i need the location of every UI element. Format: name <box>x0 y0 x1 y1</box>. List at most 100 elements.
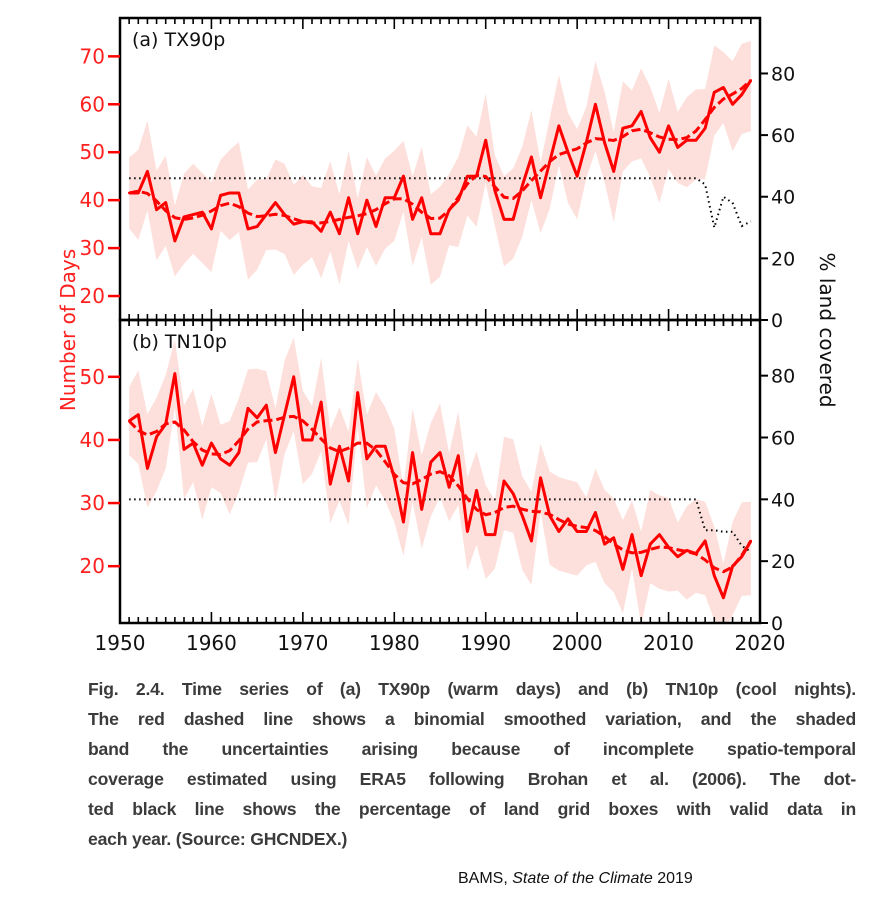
data-point <box>191 213 195 216</box>
data-point <box>347 196 350 199</box>
y-tick-label: 60 <box>80 92 105 116</box>
data-point <box>274 201 277 204</box>
data-point <box>127 419 131 423</box>
uncertainty-band <box>129 337 751 623</box>
data-point <box>182 448 186 451</box>
data-point <box>228 191 231 195</box>
data-point <box>146 467 149 470</box>
data-point <box>566 151 570 154</box>
data-point <box>246 407 250 410</box>
data-point <box>694 552 698 555</box>
data-point <box>612 170 615 173</box>
data-point <box>137 413 140 416</box>
data-point <box>521 184 524 187</box>
data-point <box>548 160 551 164</box>
plot-area <box>127 337 753 623</box>
data-point <box>713 574 716 577</box>
data-point <box>356 391 359 394</box>
data-point <box>292 222 295 226</box>
data-point <box>310 220 314 223</box>
data-point <box>740 93 743 96</box>
data-point <box>575 174 579 178</box>
data-point <box>155 435 158 438</box>
data-point <box>283 213 286 216</box>
data-point <box>621 568 625 571</box>
data-point <box>210 227 213 231</box>
data-point <box>511 492 515 495</box>
attribution-title: State of the Climate <box>512 870 653 887</box>
data-point <box>137 191 140 195</box>
attribution-year: 2019 <box>652 870 693 887</box>
y-axis-title: Number of Days <box>56 249 80 411</box>
panel-tx90p: 20 30 40 50 60 70 0 20 40 60 80 (a) TX90p <box>80 16 795 332</box>
y-tick-label: 50 <box>80 365 105 389</box>
data-point <box>667 124 670 128</box>
data-point <box>146 170 149 173</box>
data-point <box>338 445 341 448</box>
data-point <box>676 146 679 149</box>
data-point <box>713 91 716 94</box>
caption-line: each year. (Source: GHCNDEX.) <box>88 829 348 849</box>
data-point <box>703 539 707 543</box>
data-point <box>383 445 387 448</box>
coverage-dotted-line <box>129 177 752 228</box>
x-tick-label: 1990 <box>460 631 511 655</box>
y-tick-label: 40 <box>80 428 105 452</box>
data-point <box>301 220 305 223</box>
data-point <box>575 530 579 533</box>
data-point <box>329 482 332 486</box>
data-point <box>457 454 460 457</box>
attribution: BAMS, State of the Climate 2019 <box>458 870 693 888</box>
figure-caption: Fig. 2.4. Time series of (a) TX90p (warm… <box>88 674 856 854</box>
caption-line: Fig. 2.4. Time series of (a) TX90p (warm… <box>88 679 856 699</box>
y-tick-label: 20 <box>80 554 105 578</box>
data-point <box>164 201 167 204</box>
data-point <box>612 536 615 539</box>
coverage-dotted-line <box>129 498 752 553</box>
data-point <box>585 530 588 533</box>
data-point <box>420 508 423 511</box>
y-tick-label: 50 <box>80 140 105 164</box>
data-point <box>210 441 213 445</box>
y-tick-label: 70 <box>80 44 105 68</box>
data-point <box>127 191 131 195</box>
data-point <box>237 191 241 195</box>
data-point <box>457 198 460 202</box>
data-point <box>274 451 277 454</box>
data-point <box>201 210 204 214</box>
data-point <box>365 457 369 461</box>
data-point <box>676 555 679 558</box>
data-point <box>722 596 725 599</box>
smoothed-dashed-line <box>128 414 753 574</box>
data-point <box>484 533 487 536</box>
data-point <box>566 517 570 521</box>
y2-tick-label: 60 <box>771 125 795 147</box>
data-point <box>329 210 332 214</box>
caption-line: band the uncertainties arising because o… <box>88 739 856 759</box>
data-point <box>228 463 231 467</box>
x-tick-label: 2000 <box>552 631 603 655</box>
data-point <box>411 451 414 454</box>
data-point <box>511 218 515 221</box>
data-point <box>310 438 314 442</box>
y-tick-label: 40 <box>80 188 105 212</box>
x-tick-label: 2020 <box>735 631 786 655</box>
data-point <box>740 555 743 558</box>
data-point <box>466 174 469 178</box>
data-point <box>493 533 497 536</box>
caption-line: ted black line shows the percentage of l… <box>88 799 856 819</box>
data-point <box>658 151 661 154</box>
panel-label: (b) TN10p <box>132 331 227 353</box>
data-point <box>402 520 405 524</box>
y2-tick-label: 40 <box>771 489 795 511</box>
panel-tn10p: 20 30 40 50 0 20 40 60 80 (b) TN10p <box>80 318 795 635</box>
y2-tick-label: 80 <box>771 63 795 85</box>
data-point <box>502 218 506 221</box>
data-point <box>411 218 414 221</box>
data-point <box>502 479 506 483</box>
caption-line: The red dashed line shows a binomial smo… <box>88 709 856 729</box>
data-point <box>374 445 378 448</box>
data-point <box>319 400 323 404</box>
data-point <box>731 103 734 106</box>
